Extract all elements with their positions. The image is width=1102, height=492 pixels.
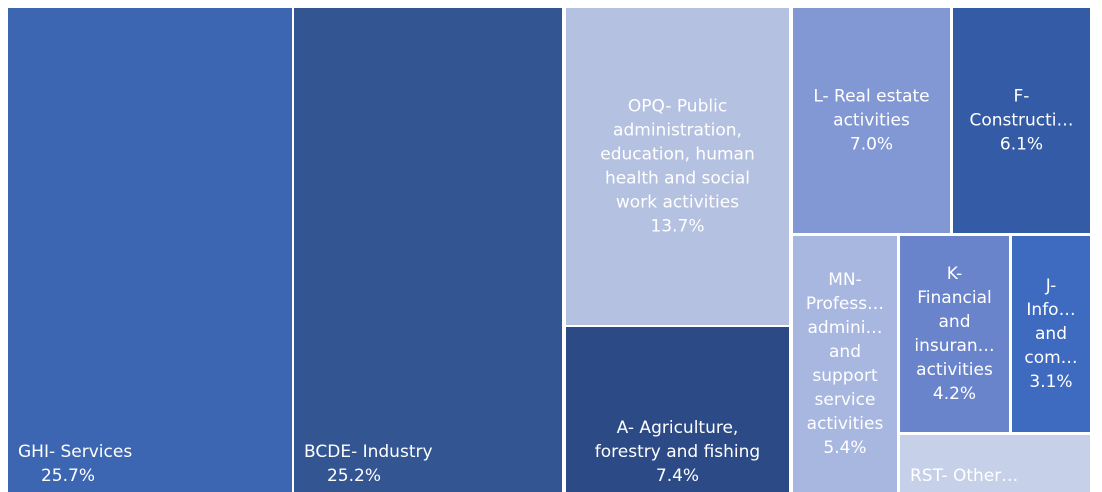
treemap-rect-k: [900, 236, 1009, 432]
treemap-label-opq: OPQ- Public: [628, 97, 727, 117]
treemap-node-opq: OPQ- Public administration, education, hum…: [566, 8, 789, 325]
treemap-label-k: Financial: [917, 288, 991, 308]
treemap-label-mn: activities: [807, 414, 884, 434]
treemap-rect-rst: [900, 435, 1090, 492]
treemap-label-bcde: BCDE- Industry: [304, 442, 433, 462]
treemap-rect-bcde: [294, 8, 562, 492]
treemap-node-k: K- Financial and insuran… activities 4.2%: [900, 236, 1009, 432]
treemap-node-ghi: GHI- Services 25.7%: [8, 8, 292, 492]
treemap-value-a: 7.4%: [656, 466, 699, 486]
treemap-label-f: Constructi…: [969, 111, 1073, 131]
treemap-label-k: and: [939, 312, 971, 332]
treemap-value-f: 6.1%: [1000, 135, 1043, 155]
treemap-node-f: F- Constructi… 6.1%: [953, 8, 1090, 233]
treemap-label-k: K-: [947, 264, 963, 284]
treemap-label-rst: RST- Other…: [910, 466, 1018, 486]
treemap-value-bcde: 25.2%: [327, 466, 381, 486]
treemap-rect-ghi: [8, 8, 292, 492]
treemap-label-l: activities: [833, 111, 910, 131]
treemap-label-opq: work activities: [616, 193, 739, 213]
treemap-value-j: 3.1%: [1029, 372, 1072, 392]
treemap-node-rst: RST- Other…: [900, 435, 1090, 492]
treemap-label-opq: education, human: [600, 145, 754, 165]
treemap-label-j: J-: [1045, 276, 1057, 296]
treemap-node-bcde: BCDE- Industry 25.2%: [294, 8, 562, 492]
treemap-rect-j: [1012, 236, 1090, 432]
treemap-label-mn: and: [829, 342, 861, 362]
treemap-label-ghi: GHI- Services: [18, 442, 132, 462]
treemap-label-mn: support: [812, 366, 878, 386]
treemap-label-mn: MN-: [828, 270, 862, 290]
treemap-label-l: L- Real estate: [813, 87, 929, 107]
treemap-node-a: A- Agriculture, forestry and fishing 7.4%: [566, 327, 789, 492]
treemap-label-mn: Profess…: [806, 294, 884, 314]
treemap-value-k: 4.2%: [933, 384, 976, 404]
treemap-label-j: com…: [1024, 348, 1077, 368]
treemap-label-k: insuran…: [914, 336, 994, 356]
treemap-label-j: and: [1035, 324, 1067, 344]
treemap-label-k: activities: [916, 360, 993, 380]
treemap-label-a: A- Agriculture,: [617, 418, 739, 438]
treemap-rect-l: [793, 8, 950, 233]
treemap-label-opq: health and social: [605, 169, 750, 189]
treemap-label-f: F-: [1014, 87, 1030, 107]
treemap-rect-f: [953, 8, 1090, 233]
treemap-label-j: Info…: [1026, 300, 1075, 320]
treemap-rect-opq: [566, 8, 789, 325]
treemap-node-j: J- Info… and com… 3.1%: [1012, 236, 1090, 432]
treemap-rect-mn: [793, 236, 897, 492]
treemap-node-mn: MN- Profess… admini… and support service activ…: [793, 236, 897, 492]
treemap-label-a: forestry and fishing: [595, 442, 760, 462]
treemap-label-mn: service: [815, 390, 876, 410]
treemap-node-l: L- Real estate activities 7.0%: [793, 8, 950, 233]
treemap-value-opq: 13.7%: [650, 217, 704, 237]
treemap-value-mn: 5.4%: [823, 438, 866, 458]
treemap-value-ghi: 25.7%: [41, 466, 95, 486]
treemap-label-opq: administration,: [613, 121, 742, 141]
treemap-rect-a: [566, 327, 789, 492]
treemap-value-l: 7.0%: [850, 135, 893, 155]
treemap-label-mn: admini…: [808, 318, 883, 338]
